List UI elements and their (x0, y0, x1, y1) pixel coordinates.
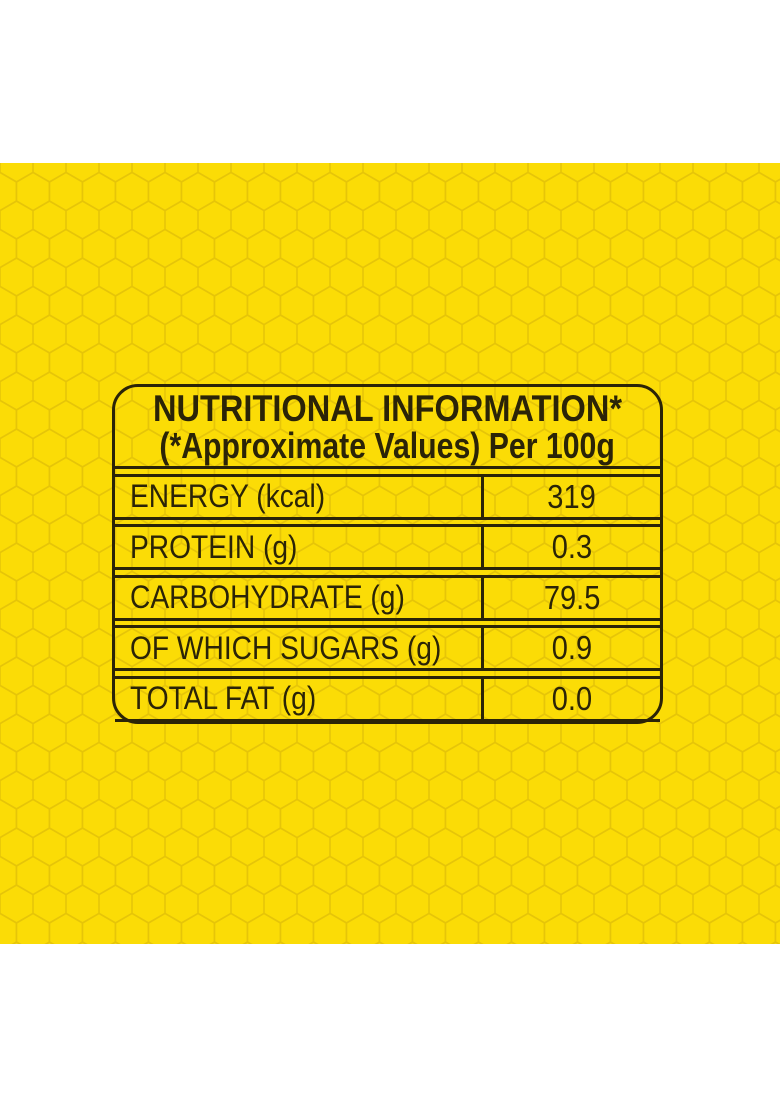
row-label: PROTEIN (g) (130, 528, 298, 565)
row-value: 0.9 (551, 629, 593, 666)
honeycomb-pattern-svg (0, 163, 780, 944)
honeycomb-background (0, 163, 780, 944)
row-value-cell: 0.0 (481, 678, 660, 719)
panel-subtitle-text: (*Approximate Values) Per 100g (159, 424, 616, 466)
panel-title: NUTRITIONAL INFORMATION* (121, 390, 654, 427)
panel-subtitle: (*Approximate Values) Per 100g (116, 427, 658, 464)
row-label: ENERGY (kcal) (130, 478, 326, 514)
row-value: 319 (547, 477, 597, 515)
row-label-cell: ENERGY (kcal) (115, 477, 481, 517)
row-value: 79.5 (543, 578, 601, 616)
table-row-protein: PROTEIN (g) 0.3 (115, 524, 660, 570)
table-row-energy: ENERGY (kcal) 319 (115, 473, 660, 520)
table-row-carbohydrate: CARBOHYDRATE (g) 79.5 (115, 574, 660, 621)
table-row-sugars: OF WHICH SUGARS (g) 0.9 (115, 625, 660, 671)
row-value-cell: 319 (481, 476, 660, 517)
table-row-total-fat: TOTAL FAT (g) 0.0 (115, 675, 660, 722)
row-value: 0.3 (551, 528, 593, 565)
row-value-cell: 79.5 (481, 577, 660, 618)
row-label: CARBOHYDRATE (g) (130, 579, 405, 615)
row-label-cell: OF WHICH SUGARS (g) (115, 628, 481, 668)
row-label-cell: PROTEIN (g) (115, 527, 481, 567)
row-value-cell: 0.3 (481, 527, 660, 567)
panel-title-text: NUTRITIONAL INFORMATION* (152, 387, 623, 429)
row-label-cell: TOTAL FAT (g) (115, 679, 481, 719)
row-label: OF WHICH SUGARS (g) (130, 629, 442, 666)
nutrition-panel-header: NUTRITIONAL INFORMATION* (*Approximate V… (115, 387, 660, 469)
row-value-cell: 0.9 (481, 628, 660, 668)
row-label: TOTAL FAT (g) (130, 680, 317, 716)
nutrition-panel: NUTRITIONAL INFORMATION* (*Approximate V… (112, 384, 663, 724)
row-value: 0.0 (551, 679, 593, 717)
row-label-cell: CARBOHYDRATE (g) (115, 578, 481, 618)
